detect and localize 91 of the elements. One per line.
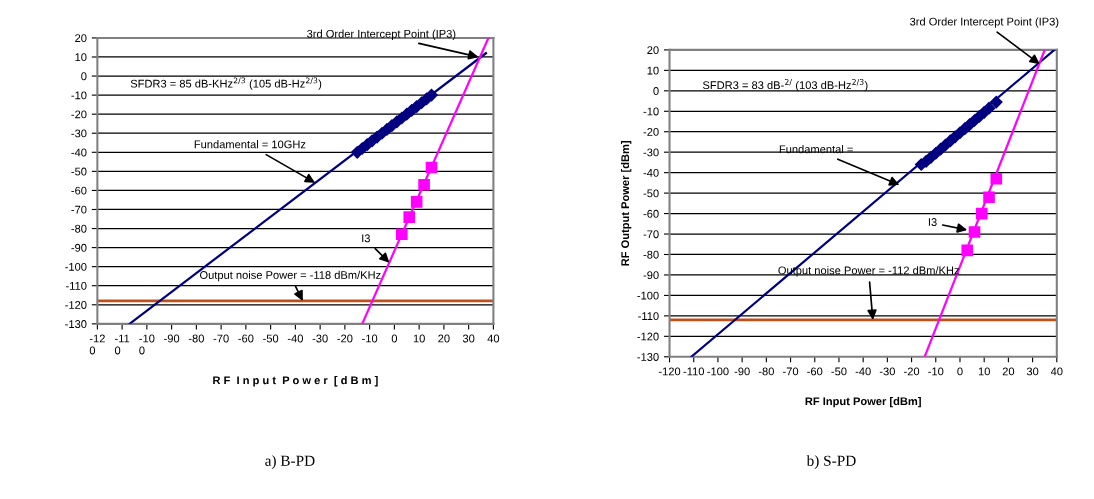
x-tick-label: 0: [391, 334, 398, 343]
x-tick-label: -20: [337, 334, 353, 343]
x-tick-label: -10: [928, 367, 944, 376]
y-tick-label: -40: [643, 168, 659, 177]
annotation: 3rd Order Intercept Point (IP3): [910, 17, 1059, 28]
y-tick-label: -80: [71, 224, 87, 233]
y-tick-label: -60: [643, 209, 659, 218]
point: [396, 228, 408, 241]
point: [975, 207, 988, 220]
point: [410, 196, 423, 208]
x-tick-label: 10: [978, 367, 990, 376]
text: a) B-PD: [265, 455, 315, 469]
y-tick-label: 0: [653, 87, 659, 95]
y-tick-label: -120: [65, 301, 87, 309]
annotation: Output noise Power = -118 dBm/KHz: [200, 270, 381, 282]
x-tick-label: -50: [831, 367, 847, 376]
text: b) S-PD: [806, 455, 856, 469]
x-tick-label: -120: [658, 367, 681, 376]
x-axis-title: R F I n p u t P o w e r [ d B m ]: [213, 376, 378, 387]
annotation: 3rd Order Intercept Point (IP3): [307, 29, 456, 40]
annotation: I3: [928, 218, 937, 226]
annotation: I3: [362, 234, 370, 243]
point: [989, 95, 1003, 109]
x-tick-label: -110: [683, 367, 705, 376]
point: [418, 178, 430, 191]
y-tick-label: -110: [638, 312, 659, 320]
annotation: Fundamental = 10GHz: [194, 140, 306, 149]
y-tick-label: -110: [66, 281, 87, 290]
point: [983, 191, 995, 204]
x-tick-label: -20: [904, 367, 920, 376]
x-tick-label: -60: [238, 334, 254, 343]
y-tick-label: -70: [71, 205, 87, 214]
x-tick-label: 30: [1026, 367, 1039, 376]
x-tick-label: 0: [957, 367, 963, 376]
y-axis-title: RF Output Power [dBm]: [620, 141, 632, 266]
x-tick-label: -60: [807, 367, 823, 376]
y-tick-label: -130: [637, 353, 659, 361]
x-tick-label: -80: [758, 367, 774, 376]
point: [968, 226, 981, 238]
x-tick-label: -40: [287, 334, 303, 343]
x-tick-label: -11 0: [114, 334, 130, 355]
x-tick-label: -100: [707, 367, 729, 376]
x-tick-label: -30: [879, 367, 895, 376]
x-tick-label: -70: [213, 334, 229, 343]
x-tick-label: -10 0: [139, 334, 155, 355]
y-tick-label: -130: [65, 320, 87, 328]
x-tick-label: -70: [783, 367, 799, 376]
annotation: Fundamental =: [779, 145, 853, 154]
x-tick-label: -12 0: [89, 334, 105, 355]
x-tick-label: -90: [734, 367, 750, 376]
y-tick-label: -10: [71, 91, 87, 100]
y-tick-label: 10: [647, 66, 659, 75]
y-tick-label: -60: [71, 186, 87, 195]
y-tick-label: -50: [643, 189, 659, 198]
annotation: SFDR3 = 85 dB-KHz$^{2/3}$ (105 dB-Hz$^{2/3}$): [130, 77, 322, 90]
x-tick-label: 20: [438, 334, 450, 343]
x-tick-label: 40: [1050, 367, 1063, 376]
x-tick-label: -90: [164, 334, 180, 343]
y-tick-label: -90: [643, 271, 659, 280]
point: [425, 161, 438, 174]
x-tick-label: 10: [413, 334, 425, 343]
y-tick-label: 20: [75, 34, 87, 43]
y-tick-label: -30: [71, 129, 87, 138]
y-tick-label: 20: [647, 46, 659, 55]
x-tick-label: -40: [855, 367, 871, 376]
y-tick-label: 0: [81, 72, 87, 81]
point: [982, 101, 996, 115]
point: [990, 172, 1003, 185]
x-tick-label: -30: [312, 334, 328, 343]
y-tick-label: -70: [643, 230, 659, 239]
x-tick-label: -80: [188, 334, 204, 343]
y-tick-label: -90: [71, 243, 87, 252]
y-tick-label: -100: [637, 291, 659, 300]
y-tick-label: -20: [643, 128, 659, 136]
annotation: SFDR3 = 83 dB-$^{2/}$ (103 dB-Hz$^{2/3}$): [702, 78, 868, 92]
y-tick-label: -80: [643, 250, 659, 259]
x-axis-title: RF Input Power [dBm]: [805, 397, 921, 408]
x-tick-label: 40: [487, 334, 500, 343]
y-tick-label: -30: [643, 148, 659, 157]
y-tick-label: -40: [71, 148, 87, 157]
y-tick-label: -20: [71, 110, 87, 119]
x-tick-label: -10: [362, 334, 378, 343]
x-tick-label: 30: [462, 334, 475, 343]
y-tick-label: -100: [65, 262, 87, 271]
x-tick-label: -50: [263, 334, 279, 343]
point: [961, 244, 974, 257]
y-tick-label: 10: [75, 53, 87, 62]
x-tick-label: 20: [1002, 367, 1015, 376]
y-tick-label: -50: [71, 167, 87, 176]
point: [403, 211, 416, 223]
y-tick-label: -10: [643, 107, 659, 116]
